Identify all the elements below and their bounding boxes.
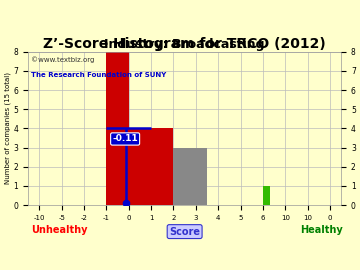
Text: Industry: Broadcasting: Industry: Broadcasting [104,38,265,51]
Text: -0.11: -0.11 [112,134,138,143]
Text: Healthy: Healthy [301,225,343,235]
Bar [129,129,174,205]
Text: The Research Foundation of SUNY: The Research Foundation of SUNY [31,72,166,78]
Text: ©www.textbiz.org: ©www.textbiz.org [31,56,95,63]
Bar [174,148,207,205]
Title: Z’-Score Histogram for TRCO (2012): Z’-Score Histogram for TRCO (2012) [43,36,326,50]
Bar [263,186,270,205]
Bar [106,52,129,205]
Y-axis label: Number of companies (15 total): Number of companies (15 total) [4,72,11,184]
Text: Score: Score [169,227,200,237]
Text: Unhealthy: Unhealthy [31,225,88,235]
